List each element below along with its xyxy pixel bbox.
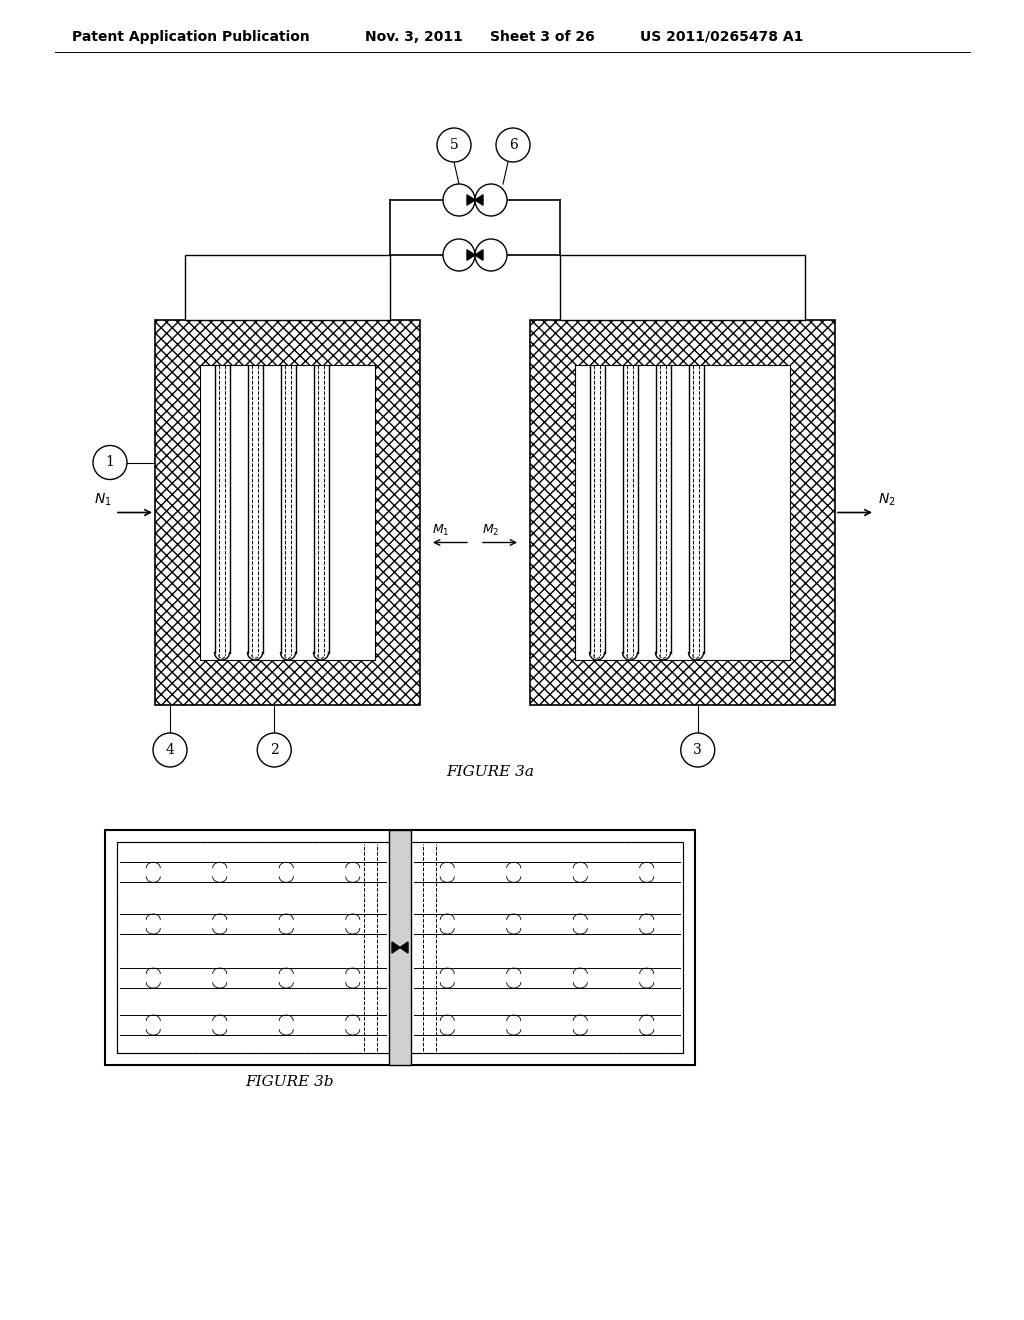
- Text: Sheet 3 of 26: Sheet 3 of 26: [490, 30, 595, 44]
- Bar: [575, 366, 790, 660]
- Bar: [155, 319, 420, 705]
- Polygon shape: [475, 195, 483, 205]
- Text: 2: 2: [270, 743, 279, 756]
- Polygon shape: [467, 195, 475, 205]
- Polygon shape: [392, 942, 400, 953]
- Circle shape: [681, 733, 715, 767]
- Text: 1: 1: [105, 455, 115, 470]
- Polygon shape: [400, 942, 408, 953]
- Circle shape: [496, 128, 530, 162]
- Bar: [105, 830, 695, 1065]
- Bar: [117, 842, 683, 1053]
- Text: 5: 5: [450, 139, 459, 152]
- Circle shape: [93, 446, 127, 479]
- Text: Nov. 3, 2011: Nov. 3, 2011: [365, 30, 463, 44]
- Circle shape: [475, 183, 507, 216]
- Bar: [117, 842, 683, 1053]
- Bar: [530, 319, 835, 705]
- Circle shape: [257, 733, 291, 767]
- Text: 3: 3: [693, 743, 702, 756]
- Text: $N_2$: $N_2$: [878, 492, 896, 508]
- Text: FIGURE 3a: FIGURE 3a: [446, 766, 534, 779]
- Text: US 2011/0265478 A1: US 2011/0265478 A1: [640, 30, 804, 44]
- Circle shape: [475, 239, 507, 271]
- Text: $N_1$: $N_1$: [94, 492, 112, 508]
- Circle shape: [153, 733, 187, 767]
- Circle shape: [443, 183, 475, 216]
- Text: $M_2$: $M_2$: [482, 524, 500, 539]
- Bar: [389, 830, 411, 1065]
- Circle shape: [443, 239, 475, 271]
- Circle shape: [437, 128, 471, 162]
- Bar: [200, 366, 375, 660]
- Text: FIGURE 3b: FIGURE 3b: [246, 1074, 334, 1089]
- Text: Patent Application Publication: Patent Application Publication: [72, 30, 309, 44]
- Polygon shape: [475, 249, 483, 260]
- Polygon shape: [467, 249, 475, 260]
- Text: 6: 6: [509, 139, 517, 152]
- Text: 4: 4: [166, 743, 174, 756]
- Bar: [560, 255, 805, 319]
- Bar: [185, 255, 390, 319]
- Text: $M_1$: $M_1$: [432, 524, 450, 539]
